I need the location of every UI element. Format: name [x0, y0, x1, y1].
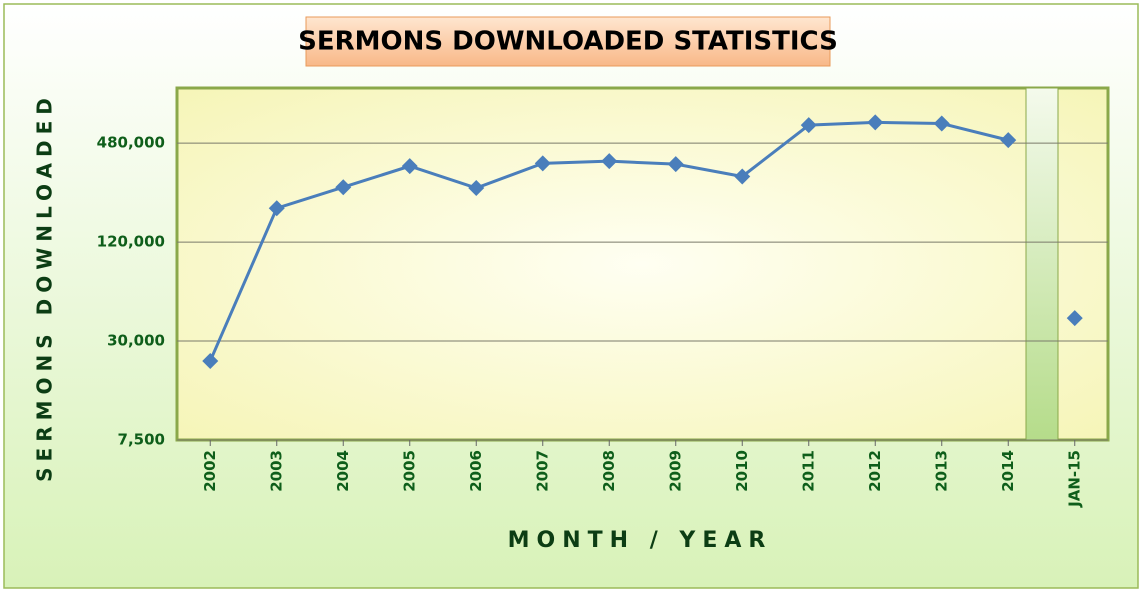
chart-title: SERMONS DOWNLOADED STATISTICS	[298, 27, 838, 57]
marker	[268, 200, 285, 217]
x-axis-title: MONTH / YEAR	[508, 528, 773, 553]
marker	[933, 115, 950, 132]
marker	[867, 114, 884, 131]
x-tick-label: 2011	[799, 450, 817, 492]
y-tick-label: 30,000	[107, 332, 165, 350]
x-tick-label: 2012	[866, 450, 884, 492]
marker	[734, 168, 751, 185]
x-tick-label: 2009	[666, 450, 684, 492]
x-tick-label: 2010	[733, 450, 751, 492]
x-tick-label: 2002	[201, 450, 219, 492]
y-tick-label: 120,000	[97, 233, 165, 251]
marker	[667, 156, 684, 173]
y-tick-label: 480,000	[97, 134, 165, 152]
marker	[401, 158, 418, 175]
x-tick-label: 2014	[999, 450, 1017, 492]
x-tick-label: 2005	[400, 450, 418, 492]
y-axis-title: SERMONS DOWNLOADED	[33, 92, 57, 482]
marker	[468, 180, 485, 197]
marker	[601, 153, 618, 170]
x-tick-label: 2013	[932, 450, 950, 492]
title-box	[305, 16, 831, 67]
marker	[335, 179, 352, 196]
x-tick-label: JAN-15	[1065, 450, 1083, 508]
marker	[800, 117, 817, 134]
x-tick-label: 2004	[334, 450, 352, 492]
x-tick-label: 2003	[267, 450, 285, 492]
marker	[202, 352, 219, 369]
y-tick-label: 7,500	[118, 431, 165, 449]
marker	[1000, 132, 1017, 149]
separator	[1025, 87, 1059, 441]
x-tick-label: 2007	[533, 450, 551, 492]
marker	[1066, 310, 1083, 327]
plot-area	[175, 86, 1110, 442]
x-tick-label: 2008	[600, 450, 618, 492]
x-tick-label: 2006	[467, 450, 485, 492]
marker	[534, 155, 551, 172]
